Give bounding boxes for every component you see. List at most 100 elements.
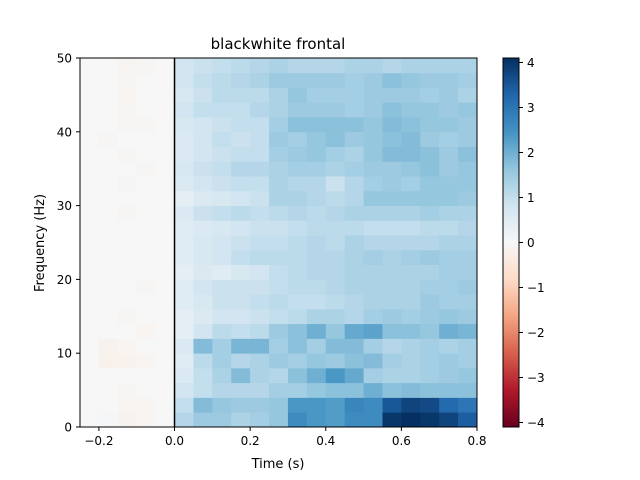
heatmap-cell bbox=[401, 131, 421, 147]
heatmap-cell bbox=[325, 131, 346, 147]
heatmap-cell bbox=[80, 249, 100, 266]
heatmap-cell bbox=[325, 102, 346, 118]
heatmap-cell bbox=[363, 102, 383, 118]
heatmap-cell bbox=[458, 87, 478, 103]
heatmap-cell bbox=[269, 117, 289, 133]
heatmap-cell bbox=[250, 412, 270, 428]
heatmap-cell bbox=[231, 190, 251, 206]
heatmap-cell bbox=[325, 117, 346, 133]
heatmap-cell bbox=[136, 161, 157, 177]
heatmap-cell bbox=[174, 102, 194, 118]
heatmap-cell bbox=[363, 146, 383, 162]
heatmap-cell bbox=[458, 367, 478, 384]
heatmap-cell bbox=[287, 249, 308, 266]
heatmap-cell bbox=[250, 249, 270, 266]
heatmap-cell bbox=[458, 249, 478, 266]
heatmap-cell bbox=[420, 308, 440, 325]
heatmap-cell bbox=[439, 102, 459, 118]
heatmap-cell bbox=[231, 146, 251, 162]
heatmap-cell bbox=[420, 117, 440, 133]
heatmap-cell bbox=[136, 176, 157, 192]
heatmap-cell bbox=[117, 220, 138, 236]
heatmap-cell bbox=[117, 279, 138, 295]
heatmap-cell bbox=[325, 146, 346, 162]
heatmap-cell bbox=[231, 353, 251, 369]
heatmap-cell bbox=[136, 117, 157, 133]
heatmap-cell bbox=[117, 190, 138, 206]
heatmap-cell bbox=[306, 353, 327, 369]
heatmap-cell bbox=[269, 367, 289, 384]
heatmap-cell bbox=[420, 323, 440, 339]
heatmap-cell bbox=[306, 338, 327, 354]
heatmap-cell bbox=[80, 131, 100, 147]
heatmap-cell bbox=[401, 323, 421, 339]
heatmap-cell bbox=[193, 382, 213, 398]
heatmap-cell bbox=[231, 294, 251, 310]
heatmap-cell bbox=[306, 220, 327, 236]
heatmap-cell bbox=[325, 235, 346, 251]
heatmap-cell bbox=[80, 117, 100, 133]
heatmap-cell bbox=[155, 220, 175, 236]
heatmap-cell bbox=[458, 338, 478, 354]
heatmap-cell bbox=[325, 338, 346, 354]
heatmap-cell bbox=[420, 87, 440, 103]
heatmap-cell bbox=[325, 249, 346, 266]
heatmap-cell bbox=[136, 294, 157, 310]
heatmap-cell bbox=[212, 235, 232, 251]
heatmap-cell bbox=[458, 131, 478, 147]
heatmap-cell bbox=[269, 72, 289, 88]
heatmap-cell bbox=[117, 161, 138, 177]
heatmap-cell bbox=[382, 87, 402, 103]
heatmap-cell bbox=[231, 249, 251, 266]
heatmap-cell bbox=[155, 72, 175, 88]
heatmap-cell bbox=[439, 308, 459, 325]
y-tick-label: 30 bbox=[57, 199, 72, 213]
heatmap-cell bbox=[212, 58, 232, 74]
heatmap-cell bbox=[98, 382, 119, 398]
heatmap-cell bbox=[439, 367, 459, 384]
heatmap-cell bbox=[155, 161, 175, 177]
heatmap-cell bbox=[325, 264, 346, 280]
heatmap-cell bbox=[80, 190, 100, 206]
colorbar-tick-label: 2 bbox=[527, 146, 535, 160]
heatmap-cell bbox=[212, 397, 232, 413]
heatmap-cell bbox=[212, 382, 232, 398]
heatmap-cell bbox=[363, 117, 383, 133]
heatmap-cell bbox=[401, 87, 421, 103]
heatmap-cell bbox=[212, 308, 232, 325]
heatmap-cell bbox=[458, 294, 478, 310]
heatmap-cell bbox=[439, 190, 459, 206]
heatmap-cell bbox=[420, 102, 440, 118]
heatmap-cell bbox=[174, 412, 194, 428]
heatmap-cell bbox=[420, 146, 440, 162]
heatmap-cell bbox=[420, 58, 440, 74]
heatmap-cell bbox=[401, 176, 421, 192]
heatmap-cell bbox=[231, 308, 251, 325]
heatmap-cell bbox=[458, 146, 478, 162]
heatmap-cell bbox=[269, 161, 289, 177]
heatmap-cell bbox=[80, 308, 100, 325]
heatmap-cell bbox=[136, 102, 157, 118]
heatmap-cell bbox=[325, 87, 346, 103]
heatmap-cell bbox=[382, 161, 402, 177]
heatmap-cell bbox=[363, 397, 383, 413]
heatmap-cell bbox=[363, 220, 383, 236]
heatmap-cell bbox=[231, 58, 251, 74]
heatmap-cell bbox=[382, 220, 402, 236]
heatmap-cell bbox=[250, 367, 270, 384]
heatmap-cell bbox=[420, 264, 440, 280]
heatmap-cell bbox=[401, 190, 421, 206]
heatmap-cell bbox=[269, 102, 289, 118]
heatmap-cell bbox=[193, 397, 213, 413]
heatmap-cell bbox=[401, 353, 421, 369]
heatmap-cell bbox=[231, 412, 251, 428]
heatmap-cell bbox=[193, 235, 213, 251]
heatmap-cell bbox=[80, 235, 100, 251]
heatmap-cell bbox=[212, 205, 232, 221]
heatmap-cell bbox=[136, 308, 157, 325]
heatmap-cell bbox=[250, 72, 270, 88]
heatmap-cell bbox=[306, 102, 327, 118]
heatmap-cell bbox=[439, 205, 459, 221]
heatmap-cell bbox=[306, 131, 327, 147]
